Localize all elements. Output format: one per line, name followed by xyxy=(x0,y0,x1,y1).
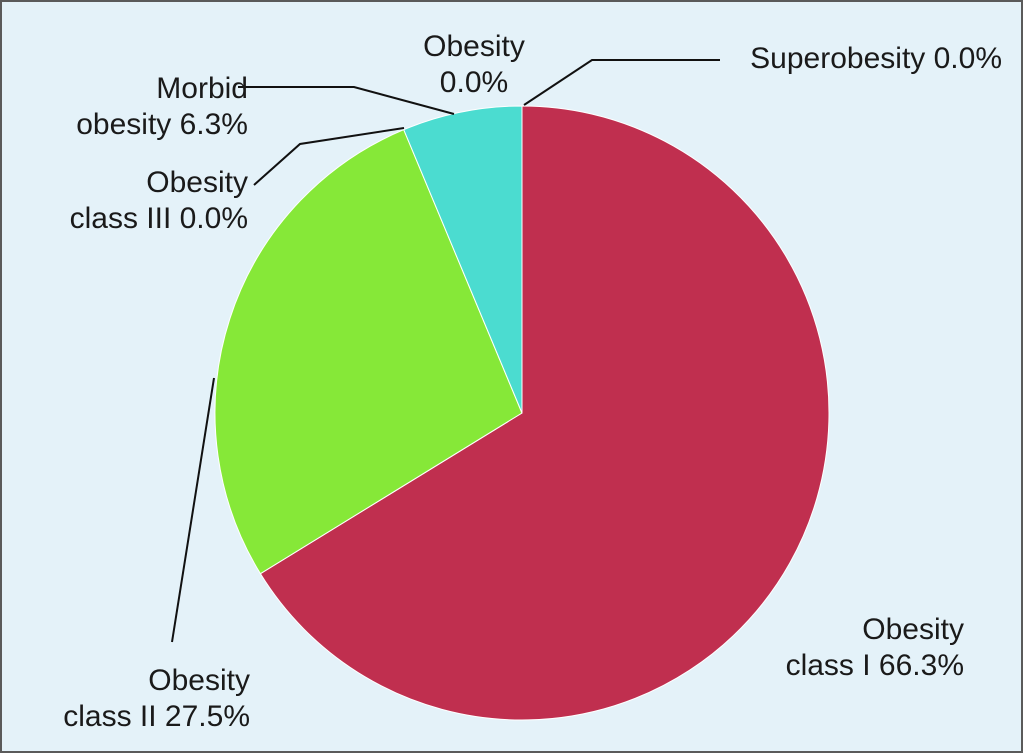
slice-label-line: obesity 6.3% xyxy=(76,108,248,141)
slice-label-line: class I 66.3% xyxy=(786,649,964,682)
slice-label-morbid-obesity: Morbid obesity 6.3% xyxy=(76,72,248,141)
slice-label-line: Obesity xyxy=(423,30,525,63)
slice-label-obesity-class-iii: Obesity class III 0.0% xyxy=(70,166,248,235)
slice-label-obesity: Obesity 0.0% xyxy=(423,30,525,99)
leader-line-superobesity xyxy=(523,59,720,106)
slice-label-line: Obesity xyxy=(862,613,964,646)
leader-line-obesity-class-iii xyxy=(253,127,405,186)
leader-line-morbid-obesity xyxy=(238,86,455,115)
pie-slice-obesity-class-i xyxy=(259,105,830,721)
leader-line-obesity-class-ii xyxy=(171,377,215,643)
slice-label-superobesity: Superobesity 0.0% xyxy=(750,42,1002,75)
slice-label-obesity-class-ii: Obesity class II 27.5% xyxy=(63,664,250,733)
slice-label-line: Obesity xyxy=(148,664,250,697)
slice-label-line: 0.0% xyxy=(440,66,508,99)
slice-label-line: class III 0.0% xyxy=(70,202,248,235)
slice-label-line: class II 27.5% xyxy=(63,700,250,733)
slice-label-line: Superobesity 0.0% xyxy=(750,42,1002,75)
pie-slice-morbid-obesity xyxy=(403,105,523,414)
pie-slice-obesity-class-ii xyxy=(214,129,523,575)
slice-label-line: Morbid xyxy=(156,72,248,105)
slice-label-obesity-class-i: Obesity class I 66.3% xyxy=(786,613,964,682)
slice-label-line: Obesity xyxy=(146,166,248,199)
